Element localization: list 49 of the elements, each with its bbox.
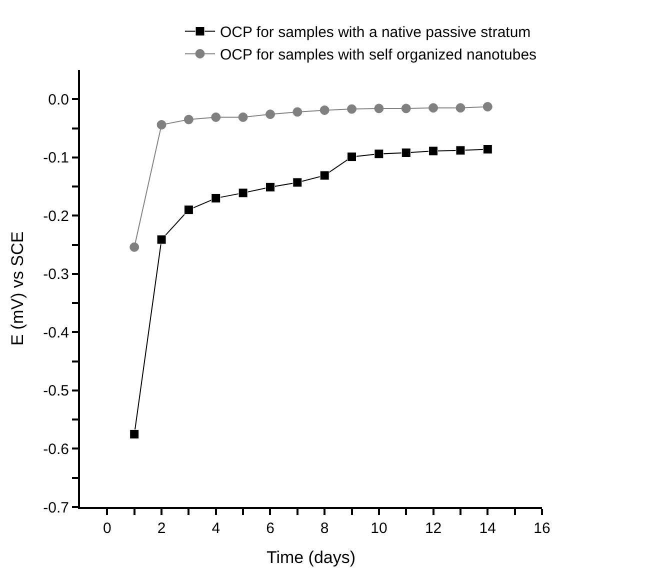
point bbox=[482, 144, 492, 154]
x-tick-label: 16 bbox=[534, 520, 550, 537]
point bbox=[184, 114, 194, 124]
point bbox=[401, 148, 411, 158]
point bbox=[401, 104, 411, 114]
y-tick-label: -0.4 bbox=[43, 324, 69, 342]
point bbox=[482, 102, 492, 112]
point bbox=[130, 242, 140, 252]
point bbox=[428, 146, 438, 156]
point bbox=[238, 188, 248, 198]
point bbox=[292, 178, 302, 188]
x-tick-label: 6 bbox=[266, 520, 274, 537]
y-tick-label: -0.7 bbox=[43, 499, 69, 516]
x-tick-label: 4 bbox=[212, 520, 220, 537]
point bbox=[347, 104, 357, 114]
point bbox=[184, 205, 194, 215]
x-tick-label: 10 bbox=[370, 520, 388, 537]
y-tick-label: -0.1 bbox=[43, 150, 69, 167]
point bbox=[456, 103, 466, 113]
point bbox=[292, 107, 302, 117]
point bbox=[320, 105, 330, 115]
y-axis-title: E (mV) vs SCE bbox=[8, 231, 28, 346]
y-tick-label: -0.3 bbox=[43, 266, 69, 284]
point bbox=[347, 152, 357, 162]
x-axis-title: Time (days) bbox=[266, 548, 356, 567]
legend-label: OCP for samples with a native passive stratum bbox=[220, 24, 531, 42]
x-tick-label: 8 bbox=[320, 520, 329, 537]
point bbox=[428, 103, 438, 113]
point bbox=[211, 112, 221, 122]
x-tick-label: 12 bbox=[424, 520, 442, 537]
point bbox=[265, 110, 275, 120]
point bbox=[374, 149, 384, 159]
y-tick-label: -0.5 bbox=[43, 382, 69, 400]
point bbox=[238, 112, 248, 122]
point bbox=[265, 182, 275, 192]
point bbox=[211, 193, 221, 203]
x-tick-label: 2 bbox=[157, 520, 166, 537]
point bbox=[156, 234, 166, 244]
y-tick-label: 0.0 bbox=[48, 91, 69, 108]
legend-label: OCP for samples with self organized nanotubes bbox=[220, 46, 537, 64]
point bbox=[374, 104, 384, 114]
point bbox=[130, 429, 140, 439]
y-tick-label: -0.2 bbox=[43, 208, 69, 225]
x-tick-label: 0 bbox=[103, 520, 112, 537]
point bbox=[156, 120, 166, 130]
point bbox=[320, 170, 330, 180]
x-tick-label: 14 bbox=[479, 520, 496, 537]
point bbox=[456, 146, 466, 156]
y-tick-label: -0.6 bbox=[43, 440, 69, 458]
